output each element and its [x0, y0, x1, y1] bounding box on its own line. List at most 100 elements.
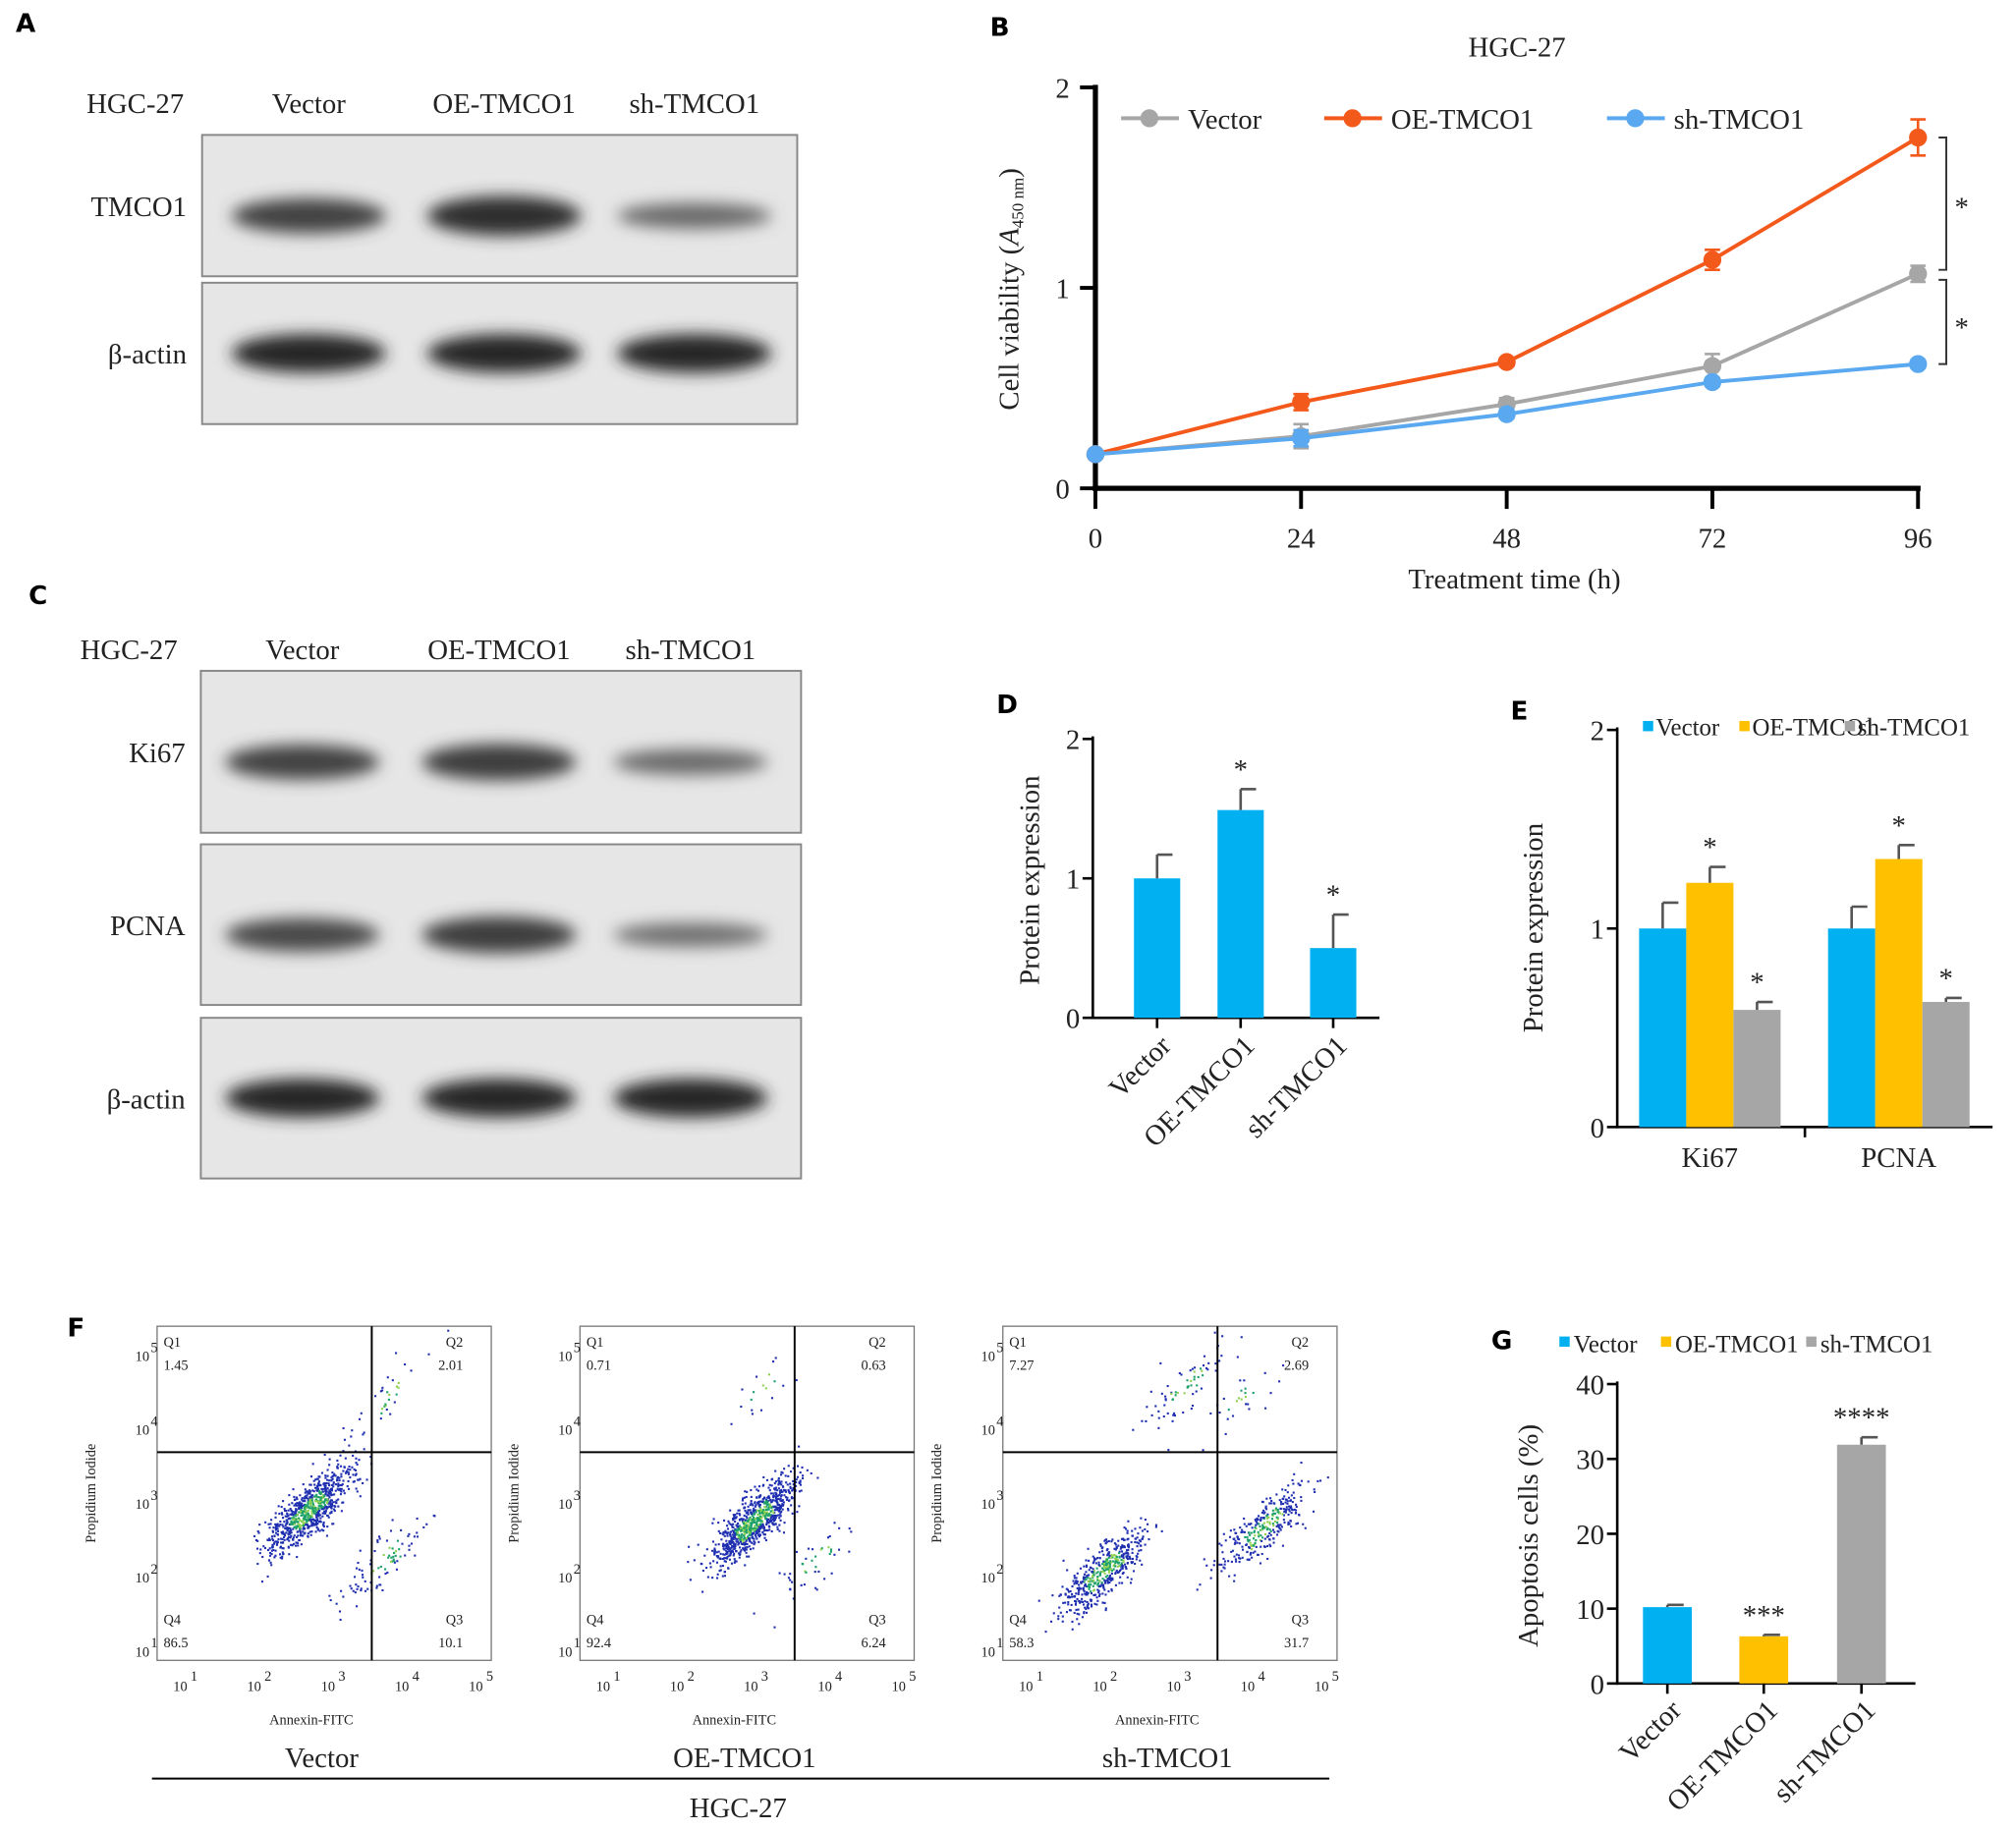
event-dot — [1087, 1602, 1090, 1605]
event-dot — [1247, 1403, 1250, 1406]
event-dot — [770, 1484, 773, 1487]
event-dot — [1261, 1524, 1264, 1526]
event-dot — [1124, 1566, 1127, 1569]
event-dot — [701, 1569, 704, 1573]
event-dot — [346, 1485, 349, 1488]
event-dot — [1300, 1499, 1303, 1502]
event-dot — [1271, 1513, 1274, 1516]
event-dot — [330, 1476, 333, 1479]
event-dot — [734, 1520, 737, 1524]
event-dot — [785, 1481, 788, 1484]
event-dot — [1241, 1548, 1245, 1551]
event-dot — [308, 1483, 311, 1486]
event-dot — [1077, 1608, 1080, 1611]
event-dot — [806, 1469, 809, 1471]
event-dot — [1137, 1542, 1141, 1545]
event-dot — [304, 1515, 307, 1518]
event-dot — [1266, 1535, 1269, 1538]
y-tick-label: 10 — [136, 1497, 149, 1513]
event-dot — [1244, 1392, 1247, 1395]
event-dot — [1127, 1543, 1130, 1546]
event-dot — [1251, 1556, 1254, 1559]
event-dot — [761, 1500, 764, 1503]
event-dot — [292, 1516, 295, 1519]
event-dot — [319, 1521, 322, 1524]
event-dot — [309, 1533, 312, 1536]
event-dot — [1110, 1589, 1113, 1592]
event-dot — [1122, 1561, 1125, 1564]
event-dot — [1293, 1496, 1296, 1500]
bar — [1217, 809, 1264, 1019]
event-dot — [279, 1545, 283, 1548]
event-dot — [1242, 1530, 1245, 1533]
event-dot — [1119, 1547, 1122, 1550]
event-dot — [348, 1466, 351, 1469]
event-dot — [1239, 1379, 1242, 1382]
event-dot — [1099, 1585, 1102, 1588]
event-dot — [723, 1575, 726, 1578]
y-tick-label: 10 — [558, 1644, 572, 1660]
event-dot — [283, 1535, 286, 1539]
event-dot — [765, 1518, 768, 1521]
event-dot — [1075, 1577, 1078, 1580]
event-dot — [736, 1525, 739, 1528]
event-dot — [778, 1493, 781, 1496]
event-dot — [749, 1518, 752, 1521]
event-dot — [746, 1520, 750, 1523]
event-dot — [750, 1522, 754, 1525]
event-dot — [754, 1533, 756, 1536]
event-dot — [1106, 1554, 1109, 1557]
event-dot — [289, 1531, 292, 1534]
event-dot — [1289, 1505, 1293, 1508]
event-dot — [1111, 1579, 1114, 1581]
event-dot — [1218, 1412, 1221, 1414]
event-dot — [1182, 1411, 1185, 1414]
event-dot — [728, 1550, 731, 1553]
event-dot — [777, 1514, 780, 1517]
y-tick-exponent: 3 — [996, 1488, 1003, 1504]
quadrant-value: 6.24 — [862, 1636, 886, 1651]
significance-star: * — [1703, 832, 1716, 863]
event-dot — [1134, 1540, 1137, 1544]
event-dot — [316, 1515, 319, 1518]
event-dot — [1087, 1607, 1091, 1610]
event-dot — [427, 1353, 430, 1356]
quadrant-name: Q3 — [446, 1613, 464, 1629]
event-dot — [1103, 1573, 1106, 1576]
event-dot — [1265, 1528, 1268, 1531]
event-dot — [331, 1474, 334, 1477]
quadrant-name: Q2 — [1292, 1335, 1310, 1351]
event-dot — [303, 1507, 306, 1510]
event-dot — [751, 1527, 754, 1530]
event-dot — [361, 1569, 364, 1572]
event-dot — [272, 1548, 275, 1551]
event-dot — [712, 1560, 715, 1563]
event-dot — [1051, 1594, 1054, 1597]
event-dot — [745, 1551, 748, 1554]
event-dot — [297, 1517, 301, 1520]
event-dot — [280, 1541, 283, 1544]
event-dot — [317, 1501, 320, 1504]
quadrant-value: 58.3 — [1009, 1636, 1034, 1651]
event-dot — [314, 1516, 318, 1519]
event-dot — [1200, 1367, 1203, 1370]
event-dot — [326, 1469, 329, 1471]
event-dot — [331, 1504, 334, 1507]
event-dot — [1093, 1602, 1096, 1605]
event-dot — [433, 1515, 436, 1518]
event-dot — [1108, 1555, 1111, 1558]
event-dot — [1287, 1523, 1290, 1525]
event-dot — [734, 1550, 738, 1553]
event-dot — [1256, 1517, 1259, 1520]
event-dot — [315, 1500, 318, 1503]
event-dot — [756, 1518, 758, 1521]
event-dot — [1077, 1588, 1080, 1591]
event-dot — [307, 1509, 309, 1512]
event-dot — [1095, 1596, 1098, 1599]
event-dot — [372, 1570, 375, 1573]
event-dot — [299, 1519, 302, 1522]
event-dot — [305, 1507, 308, 1510]
event-dot — [759, 1494, 762, 1497]
event-dot — [396, 1539, 400, 1542]
event-dot — [287, 1535, 290, 1538]
